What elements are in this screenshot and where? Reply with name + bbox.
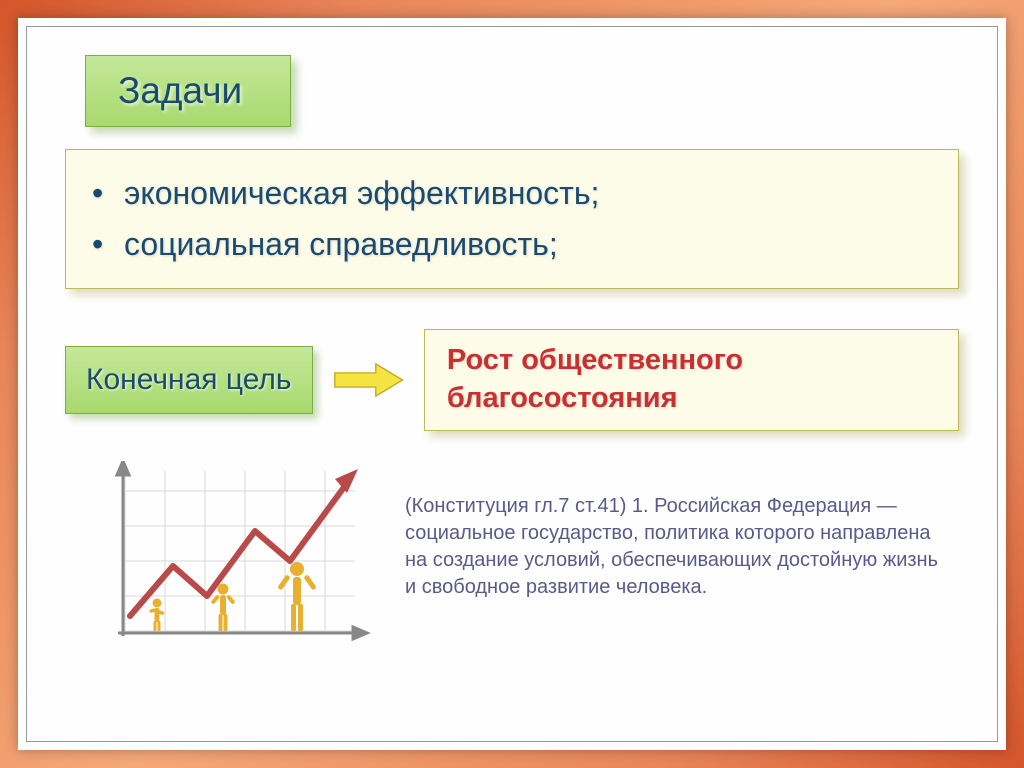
growth-chart-icon <box>95 461 375 661</box>
task-item: экономическая эффективность; <box>124 168 928 219</box>
task-item: социальная справедливость; <box>124 219 928 270</box>
chart-line-arrowhead <box>335 469 358 493</box>
goal-value: Рост общественного благосостояния <box>424 329 959 430</box>
slide-title: Задачи <box>118 70 242 111</box>
goal-row: Конечная цель Рост общественного благосо… <box>65 329 959 430</box>
bottom-row: (Конституция гл.7 ст.41) 1. Российская Ф… <box>65 461 959 661</box>
constitution-quote: (Конституция гл.7 ст.41) 1. Российская Ф… <box>405 461 959 601</box>
chart-line <box>130 479 350 616</box>
tasks-box: экономическая эффективность; социальная … <box>65 149 959 289</box>
outer-frame: Задачи экономическая эффективность; соци… <box>18 18 1006 750</box>
slide-content: Задачи экономическая эффективность; соци… <box>26 26 998 742</box>
arrow-right-icon <box>333 358 404 402</box>
arrow-shape <box>334 364 402 396</box>
goal-label: Конечная цель <box>65 346 313 414</box>
title-box: Задачи <box>85 55 291 127</box>
